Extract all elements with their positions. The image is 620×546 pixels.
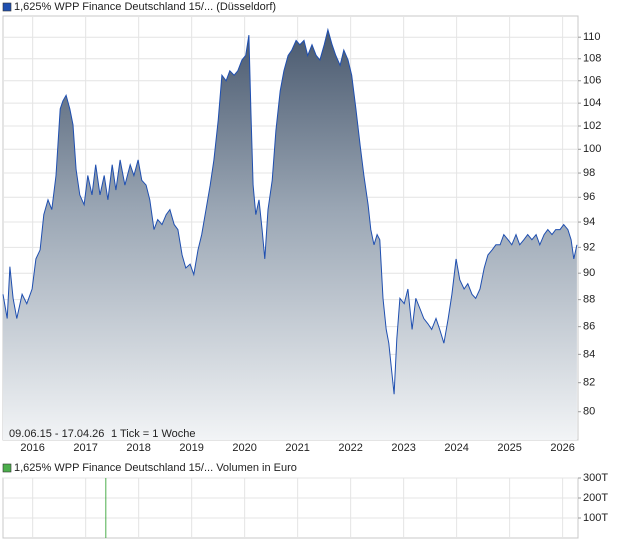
y-tick-label: 90 bbox=[583, 267, 595, 279]
y-tick-label: 102 bbox=[583, 120, 601, 132]
y-tick-label: 100 bbox=[583, 143, 601, 155]
y-tick-label: 92 bbox=[583, 241, 595, 253]
y-tick-label: 200T bbox=[583, 492, 608, 504]
y-tick-label: 88 bbox=[583, 294, 595, 306]
y-tick-label: 106 bbox=[583, 75, 601, 87]
x-tick-label: 2025 bbox=[497, 442, 521, 454]
x-tick-label: 2020 bbox=[232, 442, 256, 454]
legend-swatch bbox=[2, 2, 12, 12]
y-tick-label: 96 bbox=[583, 191, 595, 203]
x-tick-label: 2026 bbox=[550, 442, 574, 454]
x-tick-label: 2019 bbox=[179, 442, 203, 454]
volume-bar bbox=[105, 478, 107, 538]
y-tick-label: 84 bbox=[583, 348, 595, 360]
area-fill bbox=[3, 29, 577, 440]
x-tick-label: 2017 bbox=[73, 442, 97, 454]
legend-label: 1,625% WPP Finance Deutschland 15/... Vo… bbox=[14, 462, 297, 474]
x-tick-label: 2024 bbox=[444, 442, 468, 454]
y-tick-label: 104 bbox=[583, 97, 601, 109]
legend-swatch bbox=[2, 463, 12, 473]
x-tick-label: 2021 bbox=[285, 442, 309, 454]
volume-frame bbox=[2, 477, 579, 539]
y-tick-label: 300T bbox=[583, 472, 608, 484]
x-tick-label: 2018 bbox=[126, 442, 150, 454]
y-tick-label: 108 bbox=[583, 53, 601, 65]
price-line bbox=[2, 27, 578, 395]
y-tick-label: 94 bbox=[583, 216, 595, 228]
y-tick-label: 110 bbox=[583, 31, 601, 43]
x-tick-label: 2022 bbox=[338, 442, 362, 454]
legend-label: 1,625% WPP Finance Deutschland 15/... (D… bbox=[14, 1, 276, 13]
y-tick-label: 100T bbox=[583, 512, 608, 524]
y-tick-label: 86 bbox=[583, 321, 595, 333]
y-tick-label: 98 bbox=[583, 167, 595, 179]
annotation: 1 Tick = 1 Woche bbox=[111, 428, 195, 440]
annotation: 09.06.15 - 17.04.26 bbox=[9, 428, 104, 440]
y-tick-label: 82 bbox=[583, 377, 595, 389]
x-tick-label: 2016 bbox=[20, 442, 44, 454]
x-tick-label: 2023 bbox=[391, 442, 415, 454]
y-tick-label: 80 bbox=[583, 406, 595, 418]
